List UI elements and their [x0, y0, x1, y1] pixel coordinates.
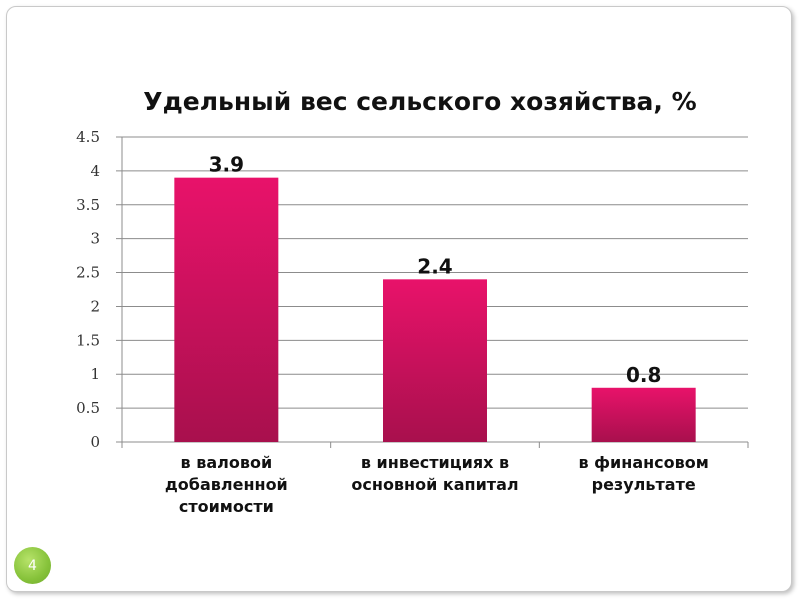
- category-label: в валовой добавленной стоимости: [165, 453, 288, 516]
- category-label-line: в инвестициях в: [361, 453, 509, 472]
- category-label-line: в валовой: [181, 453, 273, 472]
- bar: [591, 387, 696, 442]
- bar: [383, 279, 487, 442]
- y-tick-label: 1.5: [76, 331, 100, 349]
- y-tick-label: 4: [90, 162, 100, 180]
- y-tick-label: 3.5: [76, 196, 100, 214]
- y-tick-label: 0.5: [76, 399, 100, 417]
- slide-number-badge: 4: [14, 547, 51, 584]
- category-label: в финансовом результате: [578, 453, 708, 494]
- y-tick-label: 0: [90, 433, 100, 451]
- category-label-line: в финансовом: [578, 453, 708, 472]
- bar-data-label: 3.9: [209, 153, 244, 177]
- bar-data-label: 2.4: [417, 254, 452, 278]
- x-axis-categories: в валовой добавленной стоимости в инвестици…: [165, 453, 709, 516]
- category-label: в инвестициях в основной капитал: [351, 453, 518, 494]
- category-label-line: стоимости: [179, 497, 274, 516]
- category-label-line: основной капитал: [351, 475, 518, 494]
- y-tick-label: 1: [90, 365, 100, 383]
- bar-data-label: 0.8: [626, 363, 661, 387]
- bars: [174, 177, 696, 442]
- y-tick-label: 2.5: [76, 264, 100, 282]
- y-tick-label: 2: [90, 297, 100, 315]
- category-label-line: результате: [592, 475, 696, 494]
- bar: [174, 177, 279, 442]
- category-label-line: добавленной: [165, 475, 288, 494]
- y-axis-ticks: 0 0.5 1 1.5 2 2.5 3 3.5 4 4.5: [76, 128, 100, 451]
- data-labels: 3.9 2.4 0.8: [209, 153, 662, 387]
- chart-title: Удельный вес сельского хозяйства, %: [143, 87, 696, 116]
- y-tick-label: 3: [90, 230, 100, 248]
- y-tick-label: 4.5: [76, 128, 100, 146]
